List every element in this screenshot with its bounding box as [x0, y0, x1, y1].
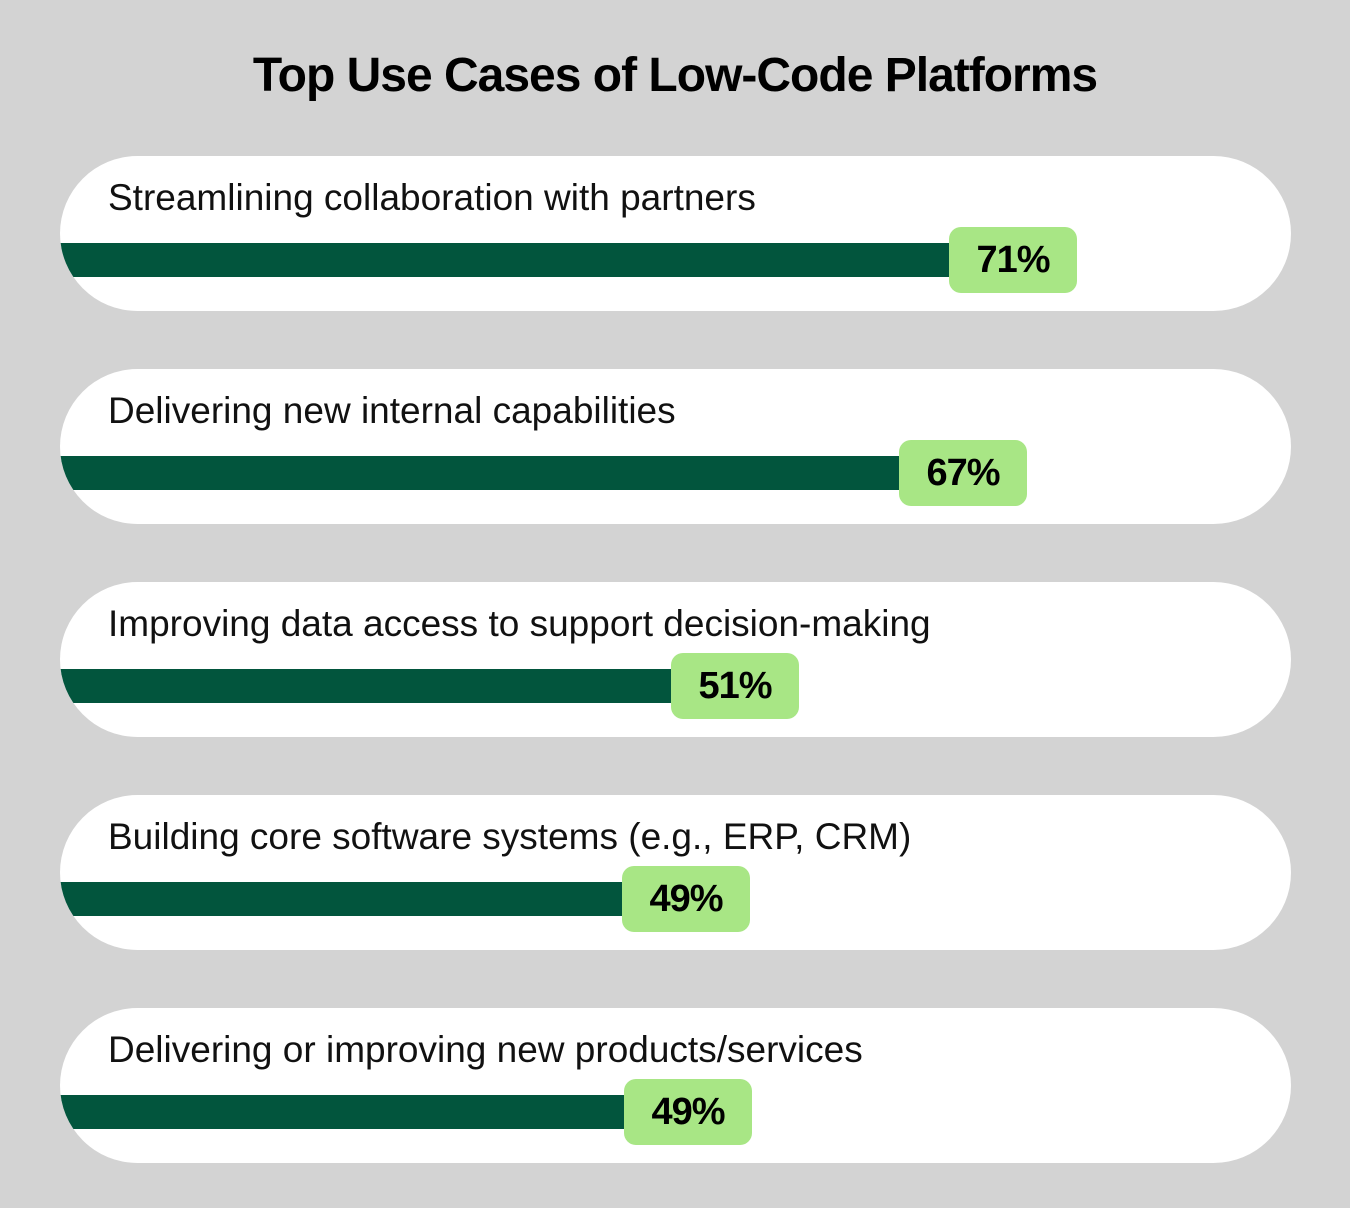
bar-label: Delivering or improving new products/ser…	[108, 1029, 863, 1070]
value-badge: 49%	[624, 1079, 752, 1145]
bar-row: Delivering new internal capabilities 67%	[60, 369, 1291, 524]
bar-fill	[60, 669, 671, 703]
value-badge: 51%	[671, 653, 799, 719]
bar-fill	[60, 1095, 624, 1129]
value-badge: 71%	[949, 227, 1077, 293]
bar-fill	[60, 243, 949, 277]
chart-title: Top Use Cases of Low-Code Platforms	[252, 49, 1098, 102]
value-badge: 67%	[899, 440, 1027, 506]
bar-row: Improving data access to support decisio…	[60, 582, 1291, 737]
bar-row: Building core software systems (e.g., ER…	[60, 795, 1291, 950]
bar-fill	[60, 456, 899, 490]
bar-row: Streamlining collaboration with partners…	[60, 156, 1291, 311]
bar-row: Delivering or improving new products/ser…	[60, 1008, 1291, 1163]
bar-label: Improving data access to support decisio…	[108, 603, 931, 644]
value-badge: 49%	[622, 866, 750, 932]
bar-fill	[60, 882, 622, 916]
bar-label: Streamlining collaboration with partners	[108, 177, 756, 218]
bar-label: Building core software systems (e.g., ER…	[108, 816, 912, 857]
bar-label: Delivering new internal capabilities	[108, 390, 676, 431]
